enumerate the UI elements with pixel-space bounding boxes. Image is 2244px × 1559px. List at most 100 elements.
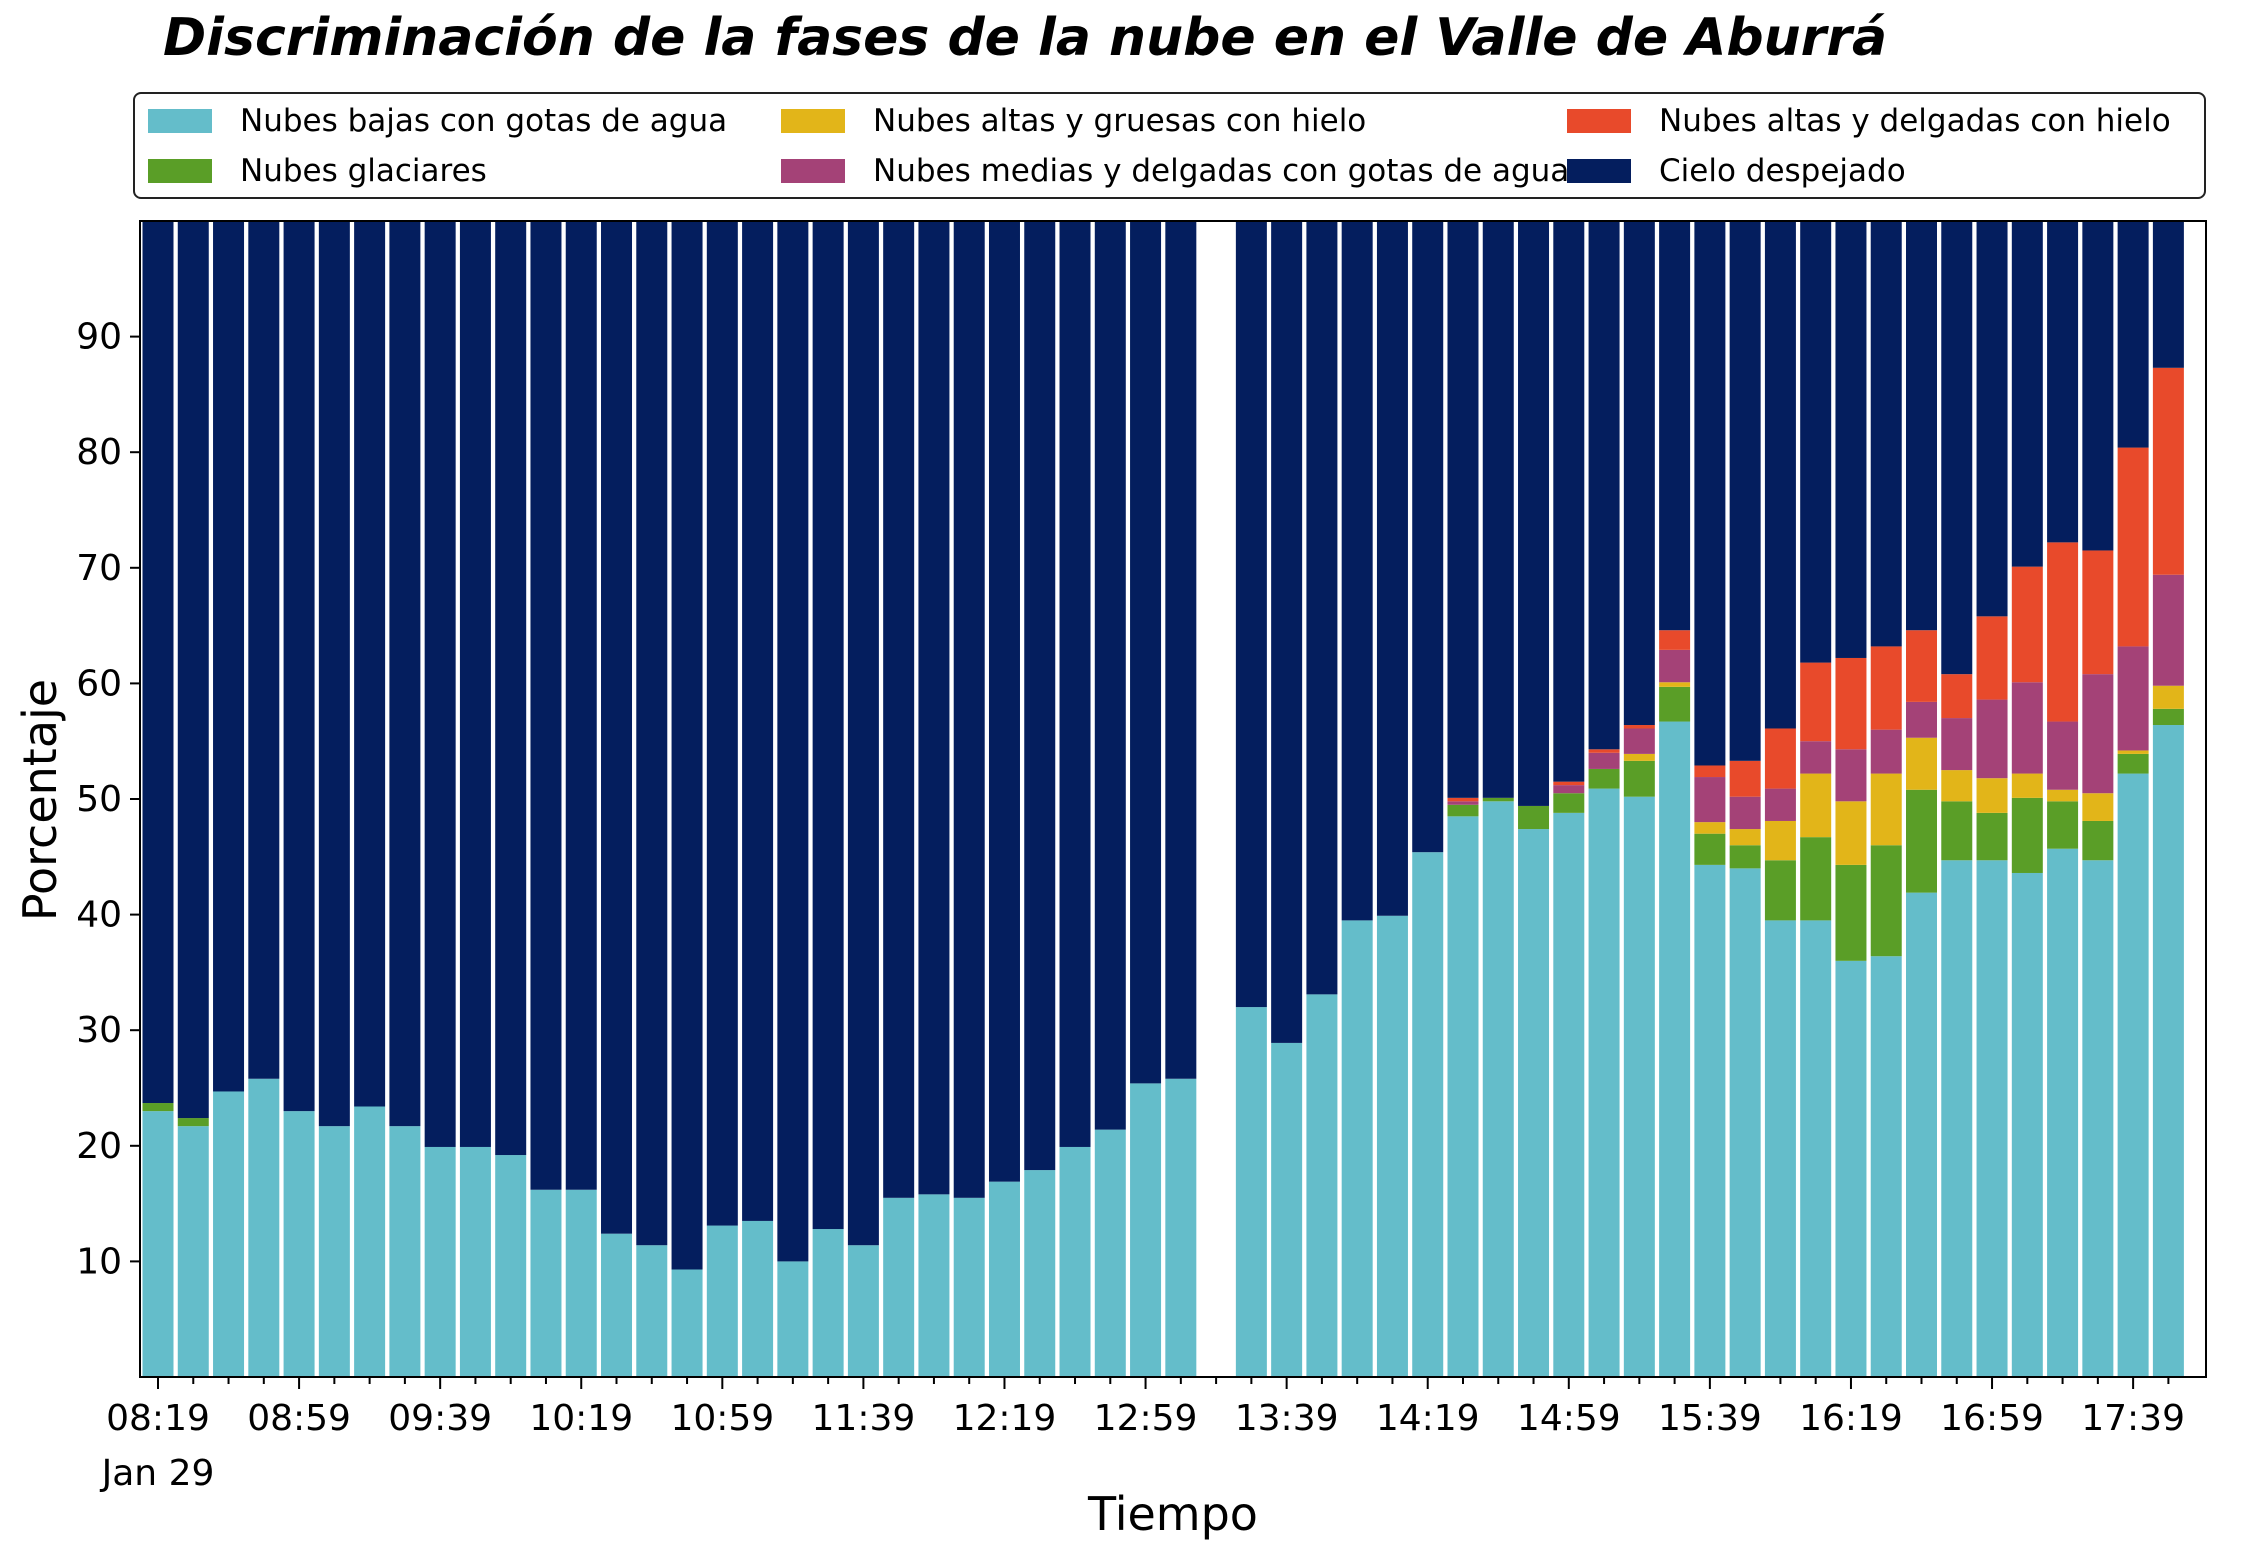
bar-segment: [389, 1126, 421, 1377]
bar-segment: [847, 221, 879, 1246]
bar-segment: [2011, 566, 2043, 683]
bar-segment: [1094, 1129, 1126, 1377]
bar-segment: [2011, 221, 2043, 567]
bar-segment: [213, 221, 245, 1092]
bar-segment: [1906, 892, 1937, 1377]
bar-segment: [530, 1189, 562, 1377]
bar-segment: [988, 221, 1020, 1182]
bar-segment: [1764, 728, 1796, 789]
bar-segment: [248, 1078, 280, 1377]
bar-segment: [2011, 872, 2043, 1377]
bar-segment: [1235, 1007, 1267, 1377]
bar-segment: [601, 221, 633, 1234]
bar-segment: [918, 221, 950, 1195]
x-axis: 08:19 08:59 09:39 10:19 10:59 11:39 12:19 12:59…: [100, 1377, 2185, 1494]
bar-segment: [1941, 770, 1973, 802]
bar-segment: [601, 1233, 633, 1377]
bar-segment: [1623, 221, 1655, 726]
bar-segment: [1800, 741, 1832, 774]
bar-segment: [1835, 749, 1867, 802]
bar-segment: [2082, 221, 2114, 551]
bar-segment: [2117, 221, 2149, 448]
bar-segment: [2082, 793, 2114, 821]
bar-segment: [1835, 657, 1867, 750]
bar-segment: [1165, 1078, 1197, 1377]
legend-swatch: [781, 109, 845, 133]
bar-segment: [2047, 848, 2079, 1377]
bar-segment: [1623, 725, 1655, 729]
bar-segment: [706, 221, 738, 1226]
bar-segment: [1941, 801, 1973, 861]
bar-segment: [2152, 574, 2184, 686]
bar-segment: [1412, 221, 1444, 853]
bar-segment: [1623, 796, 1655, 1377]
bar-segment: [2047, 221, 2079, 543]
bar-segment: [883, 221, 915, 1198]
legend-swatch: [148, 159, 212, 183]
bar-segment: [1800, 662, 1832, 742]
x-tick-label: 08:59: [247, 1398, 351, 1439]
bar-segment: [777, 1261, 809, 1377]
bar-segment: [1729, 760, 1761, 797]
bar-segment: [565, 1189, 597, 1377]
bar-segment: [1764, 820, 1796, 861]
bar-segment: [1870, 956, 1902, 1377]
bar-segment: [1623, 753, 1655, 761]
bar-segment: [706, 1225, 738, 1377]
bar-segment: [1588, 749, 1620, 753]
bar-segment: [2117, 750, 2149, 754]
bar-segment: [1729, 221, 1761, 761]
x-tick-label: 10:59: [670, 1398, 774, 1439]
bar-segment: [495, 1155, 527, 1377]
bar-segment: [742, 221, 774, 1221]
bar-segment: [1341, 221, 1373, 921]
x-tick-label: 17:39: [2081, 1398, 2185, 1439]
bar-segment: [459, 1146, 491, 1377]
y-axis-title: Porcentaje: [13, 679, 67, 921]
bar-segment: [1659, 721, 1691, 1377]
bar-segment: [459, 221, 491, 1147]
bar-segment: [1376, 915, 1408, 1377]
bar-segment: [953, 221, 985, 1198]
legend-label: Nubes medias y delgadas con gotas de agu…: [873, 153, 1570, 189]
x-date-label: Jan 29: [100, 1453, 215, 1494]
bar-segment: [1694, 864, 1726, 1377]
bar-segment: [1870, 773, 1902, 846]
bar-segment: [1941, 718, 1973, 771]
bar-segment: [1447, 816, 1479, 1377]
bar-segment: [1659, 686, 1691, 722]
x-tick-label: 14:59: [1517, 1398, 1621, 1439]
bar-segment: [2117, 447, 2149, 647]
x-tick-label: 16:59: [1940, 1398, 2044, 1439]
x-tick-label: 12:59: [1094, 1398, 1198, 1439]
bar-segment: [1800, 920, 1832, 1377]
bar-segment: [2117, 753, 2149, 774]
bar-segment: [1447, 221, 1479, 798]
bar-segment: [1518, 829, 1550, 1377]
bar-segment: [1976, 221, 2008, 617]
bar-segment: [2011, 682, 2043, 774]
x-tick-label: 14:19: [1376, 1398, 1480, 1439]
bar-segment: [1623, 728, 1655, 754]
bar-segment: [1976, 860, 2008, 1377]
bar-segment: [1659, 682, 1691, 687]
bar-segment: [1376, 221, 1408, 916]
bar-segment: [1870, 646, 1902, 730]
bar-segment: [777, 221, 809, 1262]
bar-segment: [1800, 773, 1832, 838]
bar-segment: [1941, 221, 1973, 675]
bar-segment: [1694, 765, 1726, 778]
bar-segment: [1835, 801, 1867, 865]
bar-segment: [2011, 773, 2043, 798]
bar-segment: [1729, 796, 1761, 830]
bar-segment: [1906, 737, 1937, 790]
bar-segment: [1271, 221, 1303, 1043]
bar-segment: [1482, 221, 1514, 798]
bar-segment: [742, 1220, 774, 1377]
bar-segment: [1553, 812, 1585, 1377]
bar-segment: [671, 1269, 703, 1377]
bar-segment: [1588, 221, 1620, 750]
bar-segment: [1059, 1146, 1091, 1377]
bar-segment: [1694, 777, 1726, 823]
